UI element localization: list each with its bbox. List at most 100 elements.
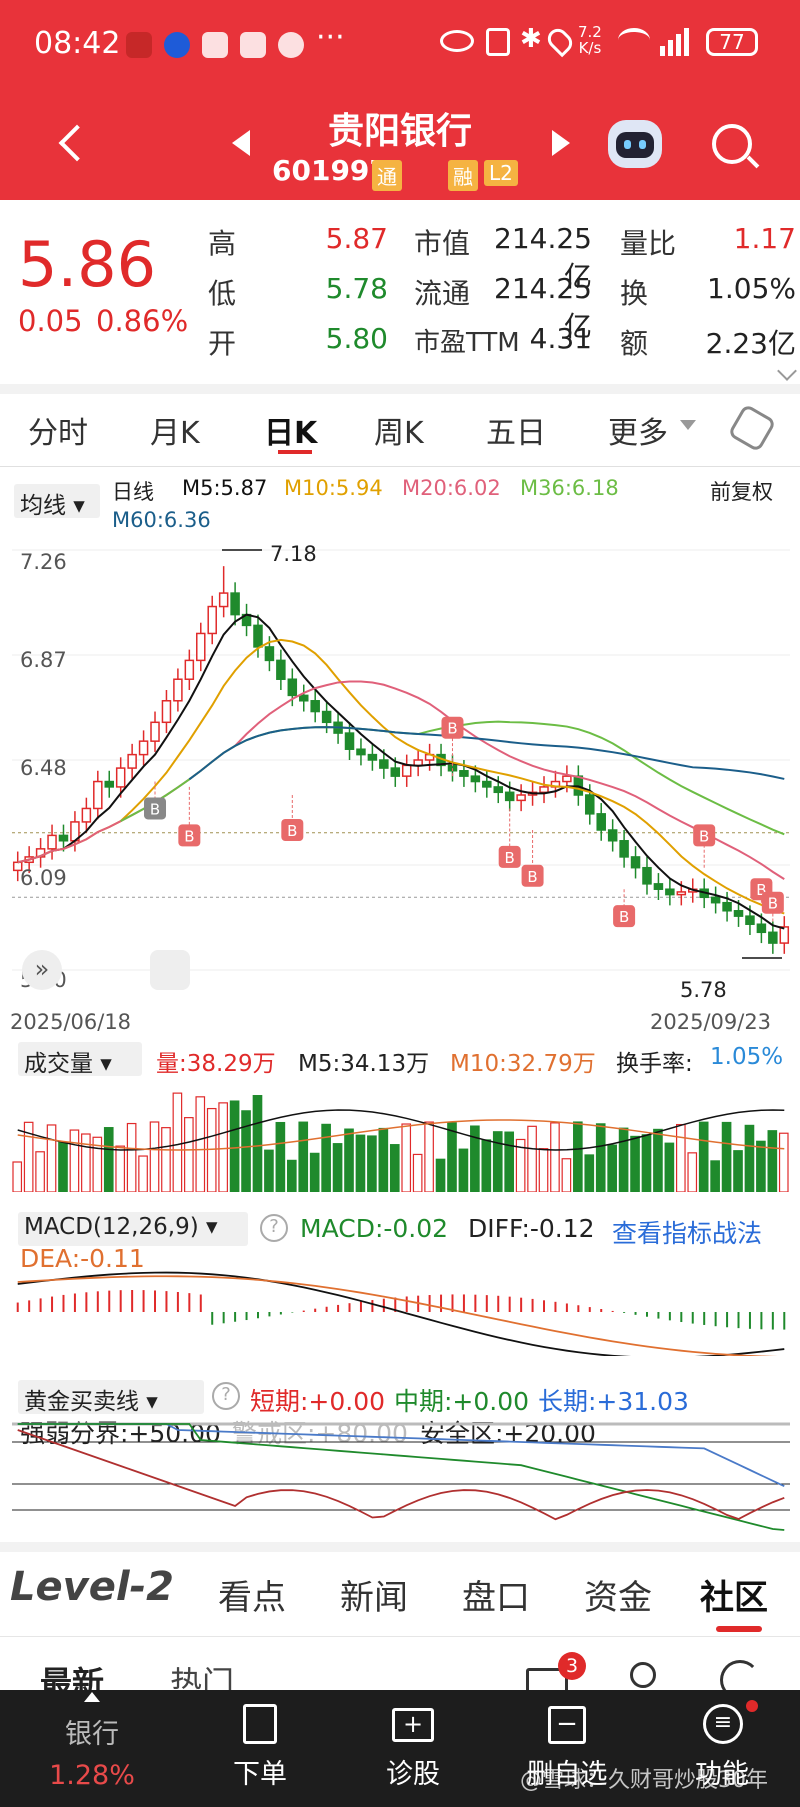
- settings-icon[interactable]: [727, 403, 777, 453]
- stock-code: 601997: [272, 154, 389, 187]
- next-stock-icon[interactable]: [552, 130, 570, 156]
- macd-strategy-link[interactable]: 查看指标战法: [612, 1219, 763, 1248]
- high-mark-label: 7.18: [270, 542, 317, 566]
- volume-bar: [23, 1121, 34, 1192]
- level2-tag: L2: [484, 160, 518, 186]
- candle-body: [253, 624, 263, 648]
- fullscreen-icon[interactable]: [150, 950, 190, 990]
- volume-bar: [584, 1154, 595, 1192]
- candle-body: [756, 923, 767, 934]
- tab-fund-flow[interactable]: 资金: [584, 1578, 652, 1618]
- candle-body: [413, 759, 423, 767]
- ma-selector[interactable]: 均线 ▾: [14, 484, 100, 519]
- open-label: 开: [208, 327, 237, 360]
- volume-bar: [481, 1139, 492, 1192]
- gold-mid-line: [17, 1423, 785, 1531]
- active-tab-indicator: [278, 450, 312, 454]
- open-value: 5.80: [325, 322, 388, 355]
- candle-body: [516, 794, 526, 802]
- volume-bar: [35, 1151, 45, 1192]
- expand-chevron-icon[interactable]: [777, 361, 797, 381]
- tab-orderbook[interactable]: 盘口: [462, 1578, 530, 1618]
- volume-bar: [653, 1128, 663, 1192]
- back-icon[interactable]: [58, 124, 96, 162]
- remove-watchlist-button[interactable]: 删自选: [526, 1759, 608, 1790]
- tab-monthly-k[interactable]: 月K: [150, 416, 200, 451]
- divider: [0, 1542, 800, 1552]
- ma-line: [188, 726, 785, 781]
- order-icon[interactable]: [243, 1704, 277, 1744]
- volume-bar: [470, 1125, 480, 1192]
- help-icon[interactable]: ?: [260, 1214, 288, 1242]
- app-header: 08:42 ··· ✱ 7.2 K/s 77 贵阳银行 601997 通 融 L2: [0, 0, 800, 200]
- wifi-icon: [618, 28, 650, 52]
- volume-bar: [401, 1123, 412, 1192]
- volume-selector[interactable]: 成交量 ▾: [18, 1042, 142, 1077]
- buy-signal-badge: [498, 845, 521, 868]
- app-notification-icon: [278, 32, 304, 58]
- high-value: 5.87: [325, 222, 388, 255]
- tab-weekly-k[interactable]: 周K: [374, 416, 424, 451]
- remove-watchlist-icon[interactable]: −: [548, 1706, 586, 1744]
- volume-bar: [12, 1161, 23, 1192]
- tab-more[interactable]: 更多: [608, 416, 668, 451]
- macd-selector[interactable]: MACD(12,26,9) ▾: [18, 1212, 248, 1246]
- volume-bar: [252, 1095, 263, 1192]
- volume-bar: [595, 1123, 606, 1192]
- volume-bar: [367, 1135, 377, 1192]
- buy-signal-badge: [144, 797, 167, 820]
- tab-five-day[interactable]: 五日: [486, 416, 546, 451]
- float-label: 流通: [414, 277, 471, 310]
- ma20-label: M20:6.02: [402, 476, 501, 500]
- price-change: 0.05: [18, 304, 83, 338]
- high-label: 高: [208, 227, 237, 260]
- app-notification-icon: [240, 32, 266, 58]
- volume-value: 量:38.29万: [156, 1051, 276, 1077]
- volume-bar: [115, 1145, 126, 1192]
- search-icon[interactable]: [712, 124, 752, 164]
- buy-signal-text: B: [505, 849, 515, 867]
- tab-community[interactable]: 社区: [700, 1578, 768, 1618]
- prev-stock-icon[interactable]: [232, 130, 250, 156]
- buy-signal-text: B: [287, 822, 297, 840]
- tab-news[interactable]: 新闻: [340, 1578, 408, 1618]
- volume-bar: [138, 1155, 148, 1192]
- gold-line-selector[interactable]: 黄金买卖线 ▾: [18, 1380, 204, 1415]
- function-icon[interactable]: ≡: [703, 1704, 743, 1744]
- volume-bar: [607, 1144, 617, 1192]
- tab-level2[interactable]: Level-2: [10, 1564, 174, 1610]
- diagnose-button[interactable]: 诊股: [386, 1759, 440, 1790]
- diagnose-icon[interactable]: +: [392, 1708, 434, 1742]
- adjust-label[interactable]: 前复权: [710, 480, 773, 504]
- volume-bar: [412, 1153, 423, 1192]
- function-button[interactable]: 功能: [695, 1759, 749, 1790]
- tab-highlights[interactable]: 看点: [218, 1578, 286, 1618]
- volume-bar: [447, 1122, 457, 1192]
- volume-m5: M5:34.13万: [298, 1051, 430, 1077]
- volume-bar: [206, 1107, 217, 1192]
- help-icon[interactable]: ?: [212, 1382, 240, 1410]
- volume-bar: [378, 1127, 389, 1192]
- volume-bar: [675, 1123, 686, 1192]
- buy-signal-text: B: [699, 827, 709, 845]
- mcap-value: 214.25亿: [494, 222, 592, 293]
- candle-body: [722, 901, 732, 912]
- volume-bar: [218, 1102, 228, 1192]
- sector-name[interactable]: 银行: [65, 1719, 119, 1750]
- expand-left-icon[interactable]: »: [22, 950, 62, 990]
- gold-long: 长期:+31.03: [538, 1387, 689, 1416]
- volume-ma10-line: [17, 1119, 785, 1151]
- candle-body: [642, 866, 652, 885]
- robot-assistant-icon[interactable]: [608, 120, 662, 168]
- macd-value: MACD:-0.02: [300, 1214, 449, 1243]
- volume-bar: [561, 1158, 572, 1192]
- ma10-label: M10:5.94: [284, 476, 383, 500]
- gold-short: 短期:+0.00: [250, 1387, 386, 1416]
- volume-bar: [309, 1152, 320, 1192]
- user-icon[interactable]: [630, 1662, 656, 1688]
- order-button[interactable]: 下单: [233, 1759, 287, 1790]
- tab-intraday[interactable]: 分时: [28, 416, 88, 451]
- buy-signal-text: B: [527, 868, 537, 886]
- tab-daily-k[interactable]: 日K: [264, 416, 318, 451]
